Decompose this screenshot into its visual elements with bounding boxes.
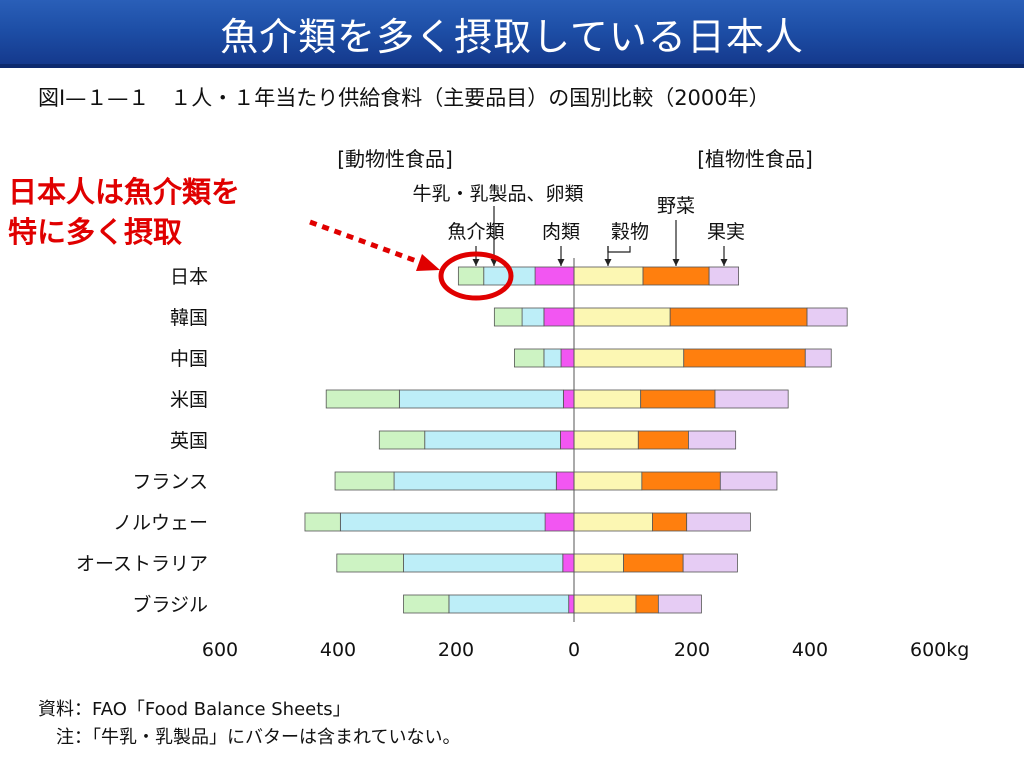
bar-segment — [573, 594, 637, 614]
country-label: 韓国 — [170, 307, 208, 329]
highlight-circle — [438, 251, 514, 301]
callout-arrowhead — [490, 259, 498, 266]
bar-segment — [804, 348, 832, 368]
source-note: 資料：FAO「Food Balance Sheets」 注：「牛乳・乳製品」にバ… — [38, 696, 460, 752]
bar-segment — [543, 348, 562, 368]
bar-segment — [642, 266, 710, 286]
bar-segment — [573, 348, 685, 368]
bar-segment — [543, 307, 575, 327]
bar-segment — [568, 594, 575, 614]
bar-segment — [336, 553, 404, 573]
bar-segment — [424, 430, 561, 450]
x-tick-label: 200 — [674, 639, 710, 661]
category-callout-label: 牛乳・乳製品、卵類 — [412, 183, 583, 205]
country-label: 中国 — [170, 348, 208, 370]
bar-segment — [683, 348, 806, 368]
bar-segment — [493, 307, 523, 327]
plant-foods-label: [植物性食品] — [697, 147, 813, 171]
bar-segment — [521, 307, 545, 327]
bar-segment — [708, 266, 740, 286]
bar-segment — [562, 553, 575, 573]
bar-segment — [686, 512, 751, 532]
bar-segment — [560, 348, 575, 368]
bar-segment — [806, 307, 848, 327]
bar-segment — [555, 471, 575, 491]
callout-arrowhead — [720, 259, 728, 266]
x-tick-label: 600kg — [910, 639, 969, 661]
bar-segment — [641, 471, 721, 491]
bar-segment — [573, 307, 671, 327]
bar-segment — [403, 553, 564, 573]
figure-title: 図Ⅰ—１—１ １人・１年当たり供給食料（主要品目）の国別比較（2000年） — [38, 86, 770, 110]
bar-segment — [304, 512, 341, 532]
title-banner: 魚介類を多く摂取している日本人 — [0, 0, 1024, 68]
bar-segment — [325, 389, 400, 409]
bar-segment — [560, 430, 575, 450]
bar-segment — [669, 307, 808, 327]
bar-segment — [640, 389, 716, 409]
category-callout-label: 魚介類 — [447, 221, 504, 243]
category-callout-label: 果実 — [707, 221, 745, 243]
bar-segment — [719, 471, 778, 491]
bar-segment — [657, 594, 702, 614]
animal-foods-label: [動物性食品] — [337, 147, 453, 171]
x-tick-label: 0 — [568, 639, 580, 661]
bar-segment — [637, 430, 689, 450]
category-callout-label: 穀物 — [611, 221, 649, 243]
bar-segment — [573, 512, 653, 532]
country-label: 英国 — [170, 430, 208, 452]
bar-segment — [534, 266, 575, 286]
country-label: 米国 — [170, 389, 208, 411]
bar-segment — [403, 594, 450, 614]
bar-segment — [339, 512, 546, 532]
annotation-line-1: 日本人は魚介類を — [8, 175, 241, 209]
country-label: ブラジル — [132, 593, 208, 616]
bar-segment — [573, 430, 639, 450]
bar-segment — [514, 348, 545, 368]
category-callout-label: 肉類 — [542, 221, 580, 243]
highlight-arrow-line — [309, 219, 431, 269]
callout-arrowhead — [472, 259, 480, 266]
bar-segment — [378, 430, 426, 450]
source-line: 資料：FAO「Food Balance Sheets」 — [38, 699, 351, 720]
bar-segment — [544, 512, 575, 532]
bar-segment — [682, 553, 738, 573]
callout-arrowhead — [557, 259, 565, 266]
bar-segment — [393, 471, 557, 491]
bar-segment — [448, 594, 570, 614]
country-label: 日本 — [170, 266, 208, 288]
highlight-annotation: 日本人は魚介類を 特に多く摂取 — [8, 172, 240, 252]
bar-segment — [562, 389, 575, 409]
bar-segment — [635, 594, 659, 614]
bar-segment — [334, 471, 395, 491]
country-label: ノルウェー — [113, 512, 208, 534]
bar-segment — [573, 389, 642, 409]
bar-segment — [652, 512, 688, 532]
bar-segment — [573, 553, 624, 573]
x-tick-label: 400 — [792, 639, 828, 661]
annotation-line-2: 特に多く摂取 — [8, 215, 183, 249]
bar-segment — [688, 430, 737, 450]
callout-arrowhead — [604, 259, 612, 266]
bar-segment — [573, 471, 643, 491]
callout-arrowhead — [672, 259, 680, 266]
x-tick-label: 400 — [320, 639, 356, 661]
x-tick-label: 600 — [202, 639, 238, 661]
grain-bracket — [607, 246, 631, 253]
bar-segment — [623, 553, 684, 573]
highlight-arrowhead — [416, 254, 440, 271]
slide-title: 魚介類を多く摂取している日本人 — [220, 15, 804, 59]
bar-segment — [714, 389, 789, 409]
bar-segment — [457, 266, 485, 286]
country-label: フランス — [132, 471, 208, 493]
bar-segment — [398, 389, 564, 409]
country-label: オーストラリア — [76, 553, 208, 575]
bar-segment — [573, 266, 644, 286]
footnote-line: 注：「牛乳・乳製品」にバターは含まれていない。 — [38, 727, 461, 748]
x-tick-label: 200 — [438, 639, 474, 661]
category-callout-label: 野菜 — [657, 195, 695, 217]
